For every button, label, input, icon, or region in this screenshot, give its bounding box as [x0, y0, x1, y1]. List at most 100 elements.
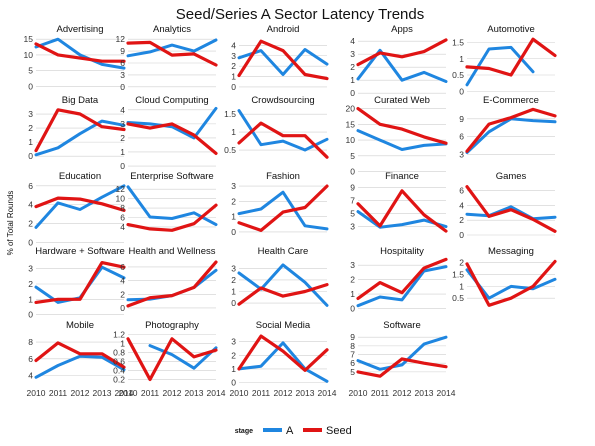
y-tick-label: 0 — [28, 310, 33, 320]
panel-games: Games 0 2 4 6 — [459, 171, 557, 240]
y-tick-label: 1 — [231, 364, 236, 374]
panel-e-commerce: E-Commerce 3 6 9 — [459, 95, 557, 159]
y-tick-label: 1 — [120, 338, 125, 348]
x-tick-label: 2010 — [230, 388, 249, 398]
y-tick-label: 6 — [350, 358, 355, 368]
y-tick-label: 0.2 — [113, 374, 125, 384]
x-tick-label: 2014 — [318, 388, 337, 398]
panel-hardware-software: Hardware + Software 0 1 2 3 — [28, 246, 126, 320]
y-tick-label: 2 — [459, 215, 464, 225]
x-tick-label: 2013 — [185, 388, 204, 398]
y-tick-label: 9 — [350, 183, 355, 193]
panel-title: Cloud Computing — [135, 95, 208, 106]
series-line-seed — [34, 196, 126, 212]
y-tick-label: 2 — [28, 123, 33, 133]
series-line-seed — [356, 189, 448, 233]
panel-big-data: Big Data 0 1 2 3 — [28, 95, 126, 161]
series-line-a — [237, 190, 329, 231]
series-line-seed — [34, 261, 126, 304]
y-tick-label: 2 — [28, 279, 33, 289]
y-tick-label: 0 — [231, 227, 236, 237]
y-tick-label: 1 — [231, 127, 236, 137]
panel-title: Mobile — [66, 320, 94, 331]
y-tick-label: 7 — [350, 350, 355, 360]
y-tick-label: 2 — [231, 61, 236, 71]
legend-label-seed: Seed — [326, 425, 352, 437]
panel-title: Messaging — [488, 246, 534, 257]
y-tick-label: 0 — [28, 81, 33, 91]
x-tick-label: 2013 — [415, 388, 434, 398]
panel-title: Photography — [145, 320, 199, 331]
y-tick-label: 3 — [28, 264, 33, 274]
y-tick-label: 8 — [28, 337, 33, 347]
x-tick-label: 2011 — [49, 388, 68, 398]
y-tick-label: 10 — [24, 50, 34, 60]
series-line-seed — [237, 121, 329, 159]
y-tick-label: 2 — [231, 350, 236, 360]
series-line-a — [237, 263, 329, 307]
panel-title: Software — [383, 320, 421, 331]
y-tick-label: 1 — [231, 72, 236, 82]
y-tick-label: 5 — [350, 151, 355, 161]
y-tick-label: 2 — [350, 275, 355, 285]
y-axis-label: % of Total Rounds — [6, 191, 15, 256]
panel-title: Hardware + Software — [35, 246, 125, 257]
y-tick-label: 0.5 — [452, 70, 464, 80]
series-line-a — [356, 335, 448, 371]
y-tick-label: 4 — [28, 200, 33, 210]
y-tick-label: 0 — [350, 167, 355, 177]
series-line-a — [126, 38, 218, 58]
y-tick-label: 0 — [120, 161, 125, 171]
y-tick-label: 1 — [459, 281, 464, 291]
y-tick-label: 1 — [231, 287, 236, 297]
y-tick-label: 9 — [459, 114, 464, 124]
panel-title: Big Data — [62, 95, 99, 106]
panel-title: Health Care — [258, 246, 309, 257]
series-line-seed — [237, 39, 329, 81]
series-line-a — [237, 109, 329, 152]
y-tick-label: 1 — [120, 147, 125, 157]
panel-curated-web: Curated Web 0 5 10 15 20 — [346, 95, 448, 177]
series-line-seed — [34, 341, 126, 369]
series-line-seed — [126, 260, 218, 308]
panel-title: Apps — [391, 24, 413, 35]
series-line-seed — [237, 334, 329, 372]
y-tick-label: 9 — [350, 332, 355, 342]
panel-title: Health and Wellness — [129, 246, 216, 257]
series-line-seed — [126, 122, 218, 155]
x-tick-label: 2011 — [371, 388, 390, 398]
y-tick-label: 1 — [350, 75, 355, 85]
y-tick-label: 3 — [459, 149, 464, 159]
y-tick-label: 6 — [120, 213, 125, 223]
panel-grid: Advertising051015Analytics036912Android0… — [24, 24, 557, 398]
panel-title: Education — [59, 171, 101, 182]
y-tick-label: 3 — [231, 337, 236, 347]
panel-advertising: Advertising 0 5 10 15 — [24, 24, 126, 91]
series-line-a — [126, 106, 218, 140]
x-tick-label: 2011 — [141, 388, 160, 398]
y-tick-label: 1.5 — [452, 270, 464, 280]
x-tick-label: 2011 — [252, 388, 271, 398]
panel-health-care: Health Care 01 2 3 — [231, 246, 329, 308]
x-tick-label: 2014 — [115, 388, 134, 398]
y-tick-label: 5 — [350, 367, 355, 377]
y-tick-label: 4 — [120, 105, 125, 115]
panel-mobile: Mobile 4 6 8 2010 2011 2012 2013 2014 — [27, 320, 134, 398]
series-line-seed — [34, 42, 126, 63]
x-tick-label: 2014 — [207, 388, 226, 398]
series-line-a — [34, 119, 126, 157]
y-tick-label: 0.5 — [224, 145, 236, 155]
y-tick-label: 7 — [350, 196, 355, 206]
y-tick-label: 3 — [350, 222, 355, 232]
y-tick-label: 1.5 — [224, 109, 236, 119]
series-line-a — [356, 48, 448, 83]
panel-finance: Finance 3 5 7 9 — [350, 171, 448, 233]
y-tick-label: 12 — [116, 184, 126, 194]
series-line-seed — [237, 283, 329, 306]
y-tick-label: 20 — [346, 104, 356, 114]
panel-cloud-computing: Cloud Computing 0 1 2 3 4 — [120, 95, 218, 171]
